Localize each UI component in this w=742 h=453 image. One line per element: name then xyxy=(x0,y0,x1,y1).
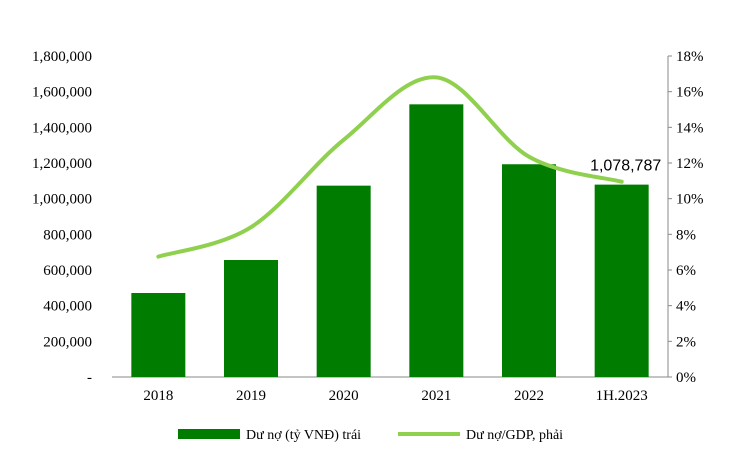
x-tick-label: 2021 xyxy=(421,388,451,404)
right-tick-label: 16% xyxy=(676,85,704,101)
x-tick-label: 1H.2023 xyxy=(596,388,648,404)
left-tick-label: 1,200,000 xyxy=(32,156,92,172)
left-tick-label: 1,800,000 xyxy=(32,49,92,65)
right-tick-label: 18% xyxy=(676,49,704,65)
bar-2019 xyxy=(224,260,278,377)
bar-2021 xyxy=(409,104,464,377)
right-tick-label: 8% xyxy=(676,227,696,243)
legend-line-label: Dư nợ/GDP, phải xyxy=(466,428,563,443)
left-tick-label: 1,000,000 xyxy=(32,192,92,208)
bar-2022 xyxy=(502,164,556,377)
right-tick-label: 4% xyxy=(676,299,696,315)
data-label: 1,078,787 xyxy=(590,158,661,175)
left-tick-label: 400,000 xyxy=(43,299,92,315)
x-tick-label: 2019 xyxy=(236,388,266,404)
x-tick-label: 2020 xyxy=(329,388,359,404)
right-tick-label: 0% xyxy=(676,370,696,386)
x-tick-label: 2018 xyxy=(143,388,173,404)
legend-bar-swatch xyxy=(178,429,240,439)
right-tick-label: 2% xyxy=(676,334,696,350)
bar-2020 xyxy=(316,185,371,377)
right-tick-label: 6% xyxy=(676,263,696,279)
bar-1H.2023 xyxy=(594,184,649,377)
left-tick-label: 600,000 xyxy=(43,263,92,279)
right-tick-label: 10% xyxy=(676,192,704,208)
bar-2018 xyxy=(131,293,186,377)
left-tick-label: 800,000 xyxy=(43,227,92,243)
right-tick-label: 12% xyxy=(676,156,704,172)
debt-to-gdp-line xyxy=(156,75,624,259)
left-tick-label: 1,400,000 xyxy=(32,120,92,136)
legend-bar-label: Dư nợ (tỷ VNĐ) trái xyxy=(246,428,361,443)
left-tick-label: 200,000 xyxy=(43,334,92,350)
left-tick-label: 1,600,000 xyxy=(32,85,92,101)
left-tick-label: - xyxy=(87,370,92,386)
x-tick-label: 2022 xyxy=(514,388,544,404)
right-tick-label: 14% xyxy=(676,120,704,136)
